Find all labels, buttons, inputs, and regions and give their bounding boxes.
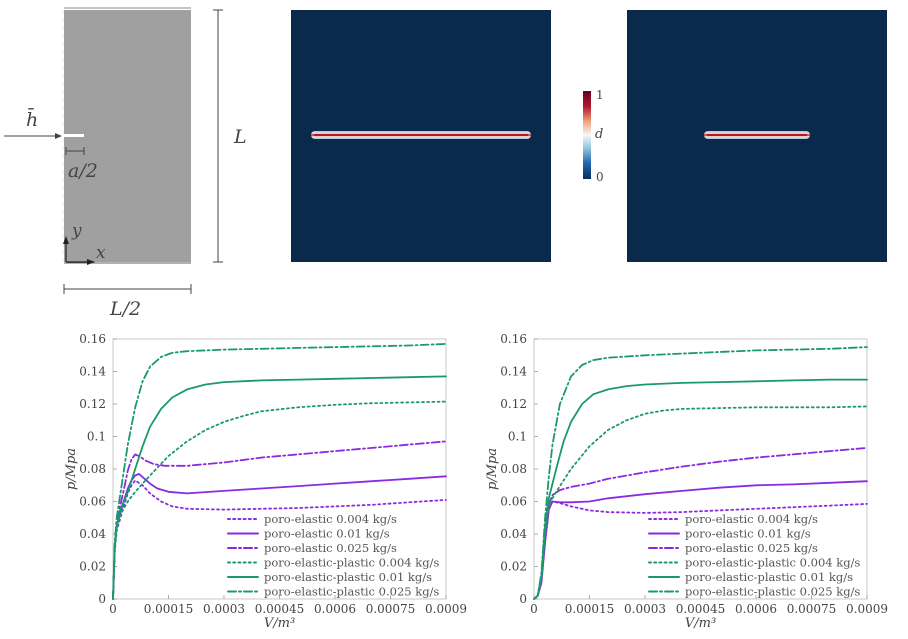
y-axis-title: p/Mpa [485, 448, 500, 490]
series-line [112, 440, 447, 600]
flux-label: h̄ [26, 107, 38, 131]
width-label: L/2 [109, 298, 141, 320]
y-tick-label: 0.1 [87, 430, 106, 444]
legend-label: poro-elastic-plastic 0.01 kg/s [685, 570, 853, 584]
x-tick-label: 0.0003 [203, 602, 245, 616]
x-tick-label: 0.0006 [735, 602, 777, 616]
y-tick-label: 0.12 [500, 397, 527, 411]
x-tick-label: 0.00075 [787, 602, 837, 616]
x-tick-label: 0.00075 [366, 602, 416, 616]
y-tick-label: 0.12 [79, 397, 106, 411]
colorbar-max-label: 1 [596, 88, 604, 102]
y-tick-label: 0.08 [79, 462, 106, 476]
legend-label: poro-elastic 0.01 kg/s [264, 527, 390, 541]
x-tick-label: 0.00045 [676, 602, 726, 616]
legend-label: poro-elastic-plastic 0.01 kg/s [264, 570, 432, 584]
x-axis-title: V/m³ [685, 616, 716, 631]
flux-arrowhead [55, 133, 62, 139]
colorbar-bar [583, 91, 591, 179]
y-tick-label: 0 [98, 592, 106, 606]
y-tick-label: 0.02 [79, 560, 106, 574]
specimen-schematic: h̄ a/2 y x L L/2 [4, 7, 247, 320]
x-axis-arrowhead [87, 259, 95, 265]
y-tick-label: 0.02 [500, 560, 527, 574]
pressure-volume-chart-left: 0 0.02 0.04 0.06 0.08 0.1 0.12 0.14 0.16 0 0.00015… [64, 332, 467, 631]
initial-notch [64, 134, 84, 137]
x-tick-label: 0 [530, 602, 538, 616]
y-tick-label: 0.04 [79, 527, 106, 541]
legend-label: poro-elastic-plastic 0.025 kg/s [685, 585, 860, 599]
damage-field-right [627, 10, 887, 262]
series-line [533, 500, 868, 600]
x-tick-label: 0.0006 [314, 602, 356, 616]
notch-label: a/2 [68, 160, 98, 182]
pressure-volume-chart-right: 0 0.02 0.04 0.06 0.08 0.1 0.12 0.14 0.16 0 0.00015… [485, 332, 888, 631]
x-tick-label: 0.00015 [144, 602, 194, 616]
colorbar-min-label: 0 [596, 170, 604, 184]
y-tick-label: 0.14 [79, 365, 106, 379]
specimen-body [64, 10, 191, 262]
y-tick-label: 0 [519, 592, 527, 606]
damage-field-right-crack-core [707, 134, 807, 136]
y-tick-label: 0.08 [500, 462, 527, 476]
y-tick-label: 0.16 [500, 332, 527, 346]
x-tick-label: 0.0003 [624, 602, 666, 616]
y-tick-label: 0.06 [500, 495, 527, 509]
legend-label: poro-elastic-plastic 0.025 kg/s [264, 585, 439, 599]
series-line [112, 375, 447, 600]
legend-label: poro-elastic 0.025 kg/s [685, 541, 818, 555]
series-line [112, 343, 447, 600]
damage-field-left [291, 10, 551, 262]
y-tick-label: 0.04 [500, 527, 527, 541]
x-tick-label: 0 [109, 602, 117, 616]
series-line [112, 400, 447, 600]
legend-label: poro-elastic-plastic 0.004 kg/s [685, 556, 860, 570]
colorbar: 1 d 0 [583, 88, 604, 184]
legend-label: poro-elastic-plastic 0.004 kg/s [264, 556, 439, 570]
y-tick-label: 0.16 [79, 332, 106, 346]
x-tick-label: 0.0009 [846, 602, 888, 616]
legend-label: poro-elastic 0.025 kg/s [264, 541, 397, 555]
y-axis-label: y [71, 221, 82, 241]
legend-label: poro-elastic 0.004 kg/s [264, 512, 397, 526]
y-tick-label: 0.1 [508, 430, 527, 444]
x-tick-label: 0.0009 [425, 602, 467, 616]
y-axis-arrowhead [63, 236, 69, 244]
legend-label: poro-elastic 0.01 kg/s [685, 527, 811, 541]
y-tick-label: 0.06 [79, 495, 106, 509]
damage-field-left-crack-core [314, 134, 528, 136]
x-axis-title: V/m³ [264, 616, 295, 631]
y-axis-title: p/Mpa [64, 448, 79, 490]
x-tick-label: 0.00015 [565, 602, 615, 616]
height-label: L [233, 126, 247, 148]
x-tick-label: 0.00045 [255, 602, 305, 616]
y-tick-label: 0.14 [500, 365, 527, 379]
legend-label: poro-elastic 0.004 kg/s [685, 512, 818, 526]
x-axis-label: x [96, 243, 106, 263]
colorbar-field-label: d [595, 127, 603, 142]
